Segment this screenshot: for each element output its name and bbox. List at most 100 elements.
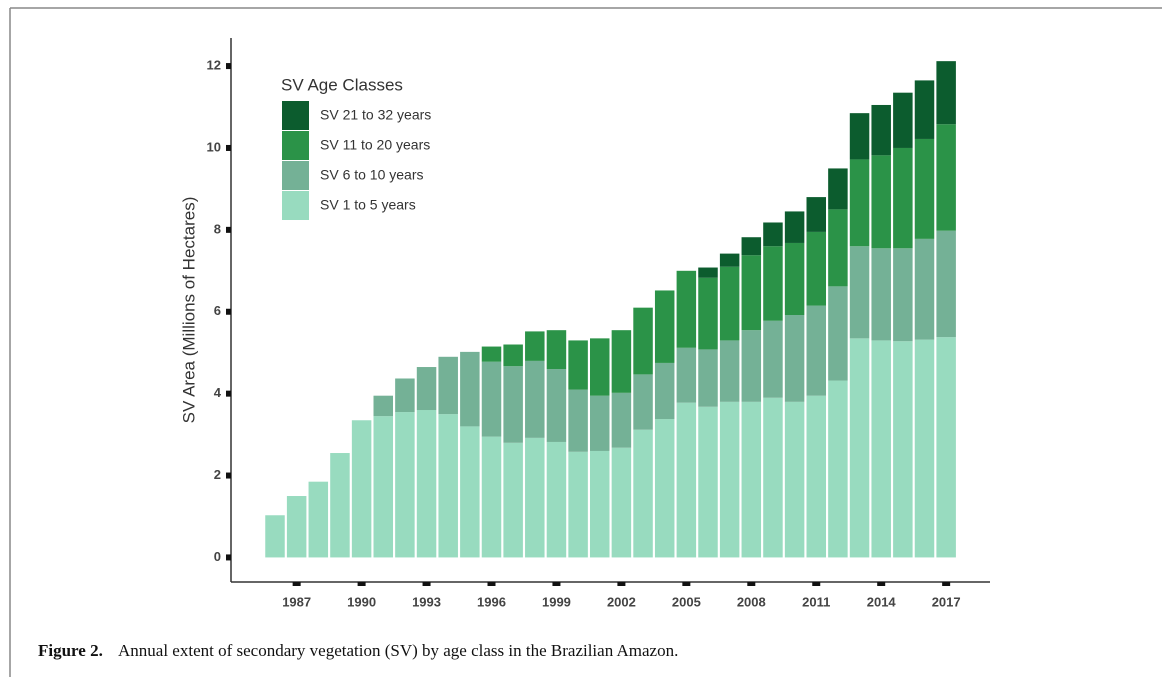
bar-segment [828,286,848,381]
legend-title: SV Age Classes [281,75,403,94]
bar-segment [828,168,848,210]
bar-segment [936,230,956,338]
bar-segment [525,331,545,361]
x-tick [877,582,886,586]
bar-segment [849,338,870,558]
bar-segment [741,237,762,256]
bar-segment [763,222,783,247]
bar-segment [719,253,740,267]
bar-segment [633,307,653,375]
bar-segment [914,238,935,340]
y-tick-label: 6 [214,303,221,318]
bar-segment [849,113,870,160]
x-tick [747,582,756,586]
bar-segment [525,437,545,558]
bar-segment [784,315,805,402]
x-tick-label: 2002 [607,594,636,609]
y-tick-label: 0 [214,549,221,564]
bar-segment [546,330,567,370]
legend-label: SV 21 to 32 years [320,107,431,123]
bar-segment [871,104,891,156]
bar-segment [893,248,913,342]
bar-segment [784,211,805,243]
x-tick-label: 2005 [672,594,701,609]
bar-segment [893,341,913,558]
bar-segment [395,378,415,413]
legend-label: SV 6 to 10 years [320,167,424,183]
bar-segment [351,420,372,558]
bar-segment [784,401,805,558]
bar-segment [546,369,567,442]
x-tick [292,582,301,586]
bar-segment [871,340,891,558]
x-tick-label: 1990 [347,594,376,609]
bar-segment [568,340,588,390]
bar-segment [611,392,632,448]
bar-segment [893,92,913,148]
bar-segment [416,410,437,558]
legend-swatch [282,191,309,220]
bar-segment [871,155,891,249]
bar-segment [828,380,848,558]
bar-segment [914,339,935,558]
legend-label: SV 1 to 5 years [320,197,416,213]
bar-segment [438,414,458,558]
bar-segment [568,451,588,558]
x-tick [682,582,691,586]
bar-segment [654,419,675,558]
bar-segment [763,397,783,558]
y-tick [226,144,231,151]
bar-segment [871,248,891,341]
x-tick-label: 2014 [867,594,897,609]
y-tick [226,554,231,561]
bar-segment [741,255,762,331]
bar-segment [633,429,653,558]
bar-segment [568,389,588,452]
x-tick-label: 1996 [477,594,506,609]
y-tick [226,308,231,315]
bar-segment [806,395,826,558]
bar-segment [849,159,870,247]
bar-segment [373,395,393,417]
bar-segment [914,80,935,139]
y-tick [226,472,231,479]
legend-label: SV 11 to 20 years [320,137,430,153]
bar-segment [373,416,393,558]
bar-segment [784,242,805,316]
bar-segment [481,436,502,558]
bar-segment [503,442,523,558]
bar-segment [698,267,718,278]
bar-segment [893,147,913,249]
bar-segment [590,450,610,558]
bar-segment [698,406,718,558]
bar-segment [654,362,675,420]
y-tick-label: 8 [214,221,221,236]
bar-segment [676,402,697,558]
bar-segment [828,209,848,287]
bar-segment [849,246,870,339]
bar-segment [330,453,350,558]
y-tick-label: 4 [214,385,222,400]
bar-segment [806,305,826,396]
bar-segment [590,338,610,396]
bar-segment [676,347,697,403]
bar-segment [914,138,935,239]
y-tick [226,63,231,70]
bar-segment [719,266,740,341]
x-tick [487,582,496,586]
bar-segment [546,441,567,558]
legend-swatch [282,101,309,130]
bar-segment [936,61,956,125]
x-tick [552,582,561,586]
bar-segment [460,351,480,427]
x-tick-label: 2011 [802,594,830,609]
x-tick-label: 1993 [412,594,441,609]
bar-segment [719,340,740,402]
bar-segment [806,197,826,232]
x-tick [617,582,626,586]
bar-segment [481,346,502,362]
y-tick [226,226,231,233]
x-tick [422,582,431,586]
bar-segment [806,231,826,306]
